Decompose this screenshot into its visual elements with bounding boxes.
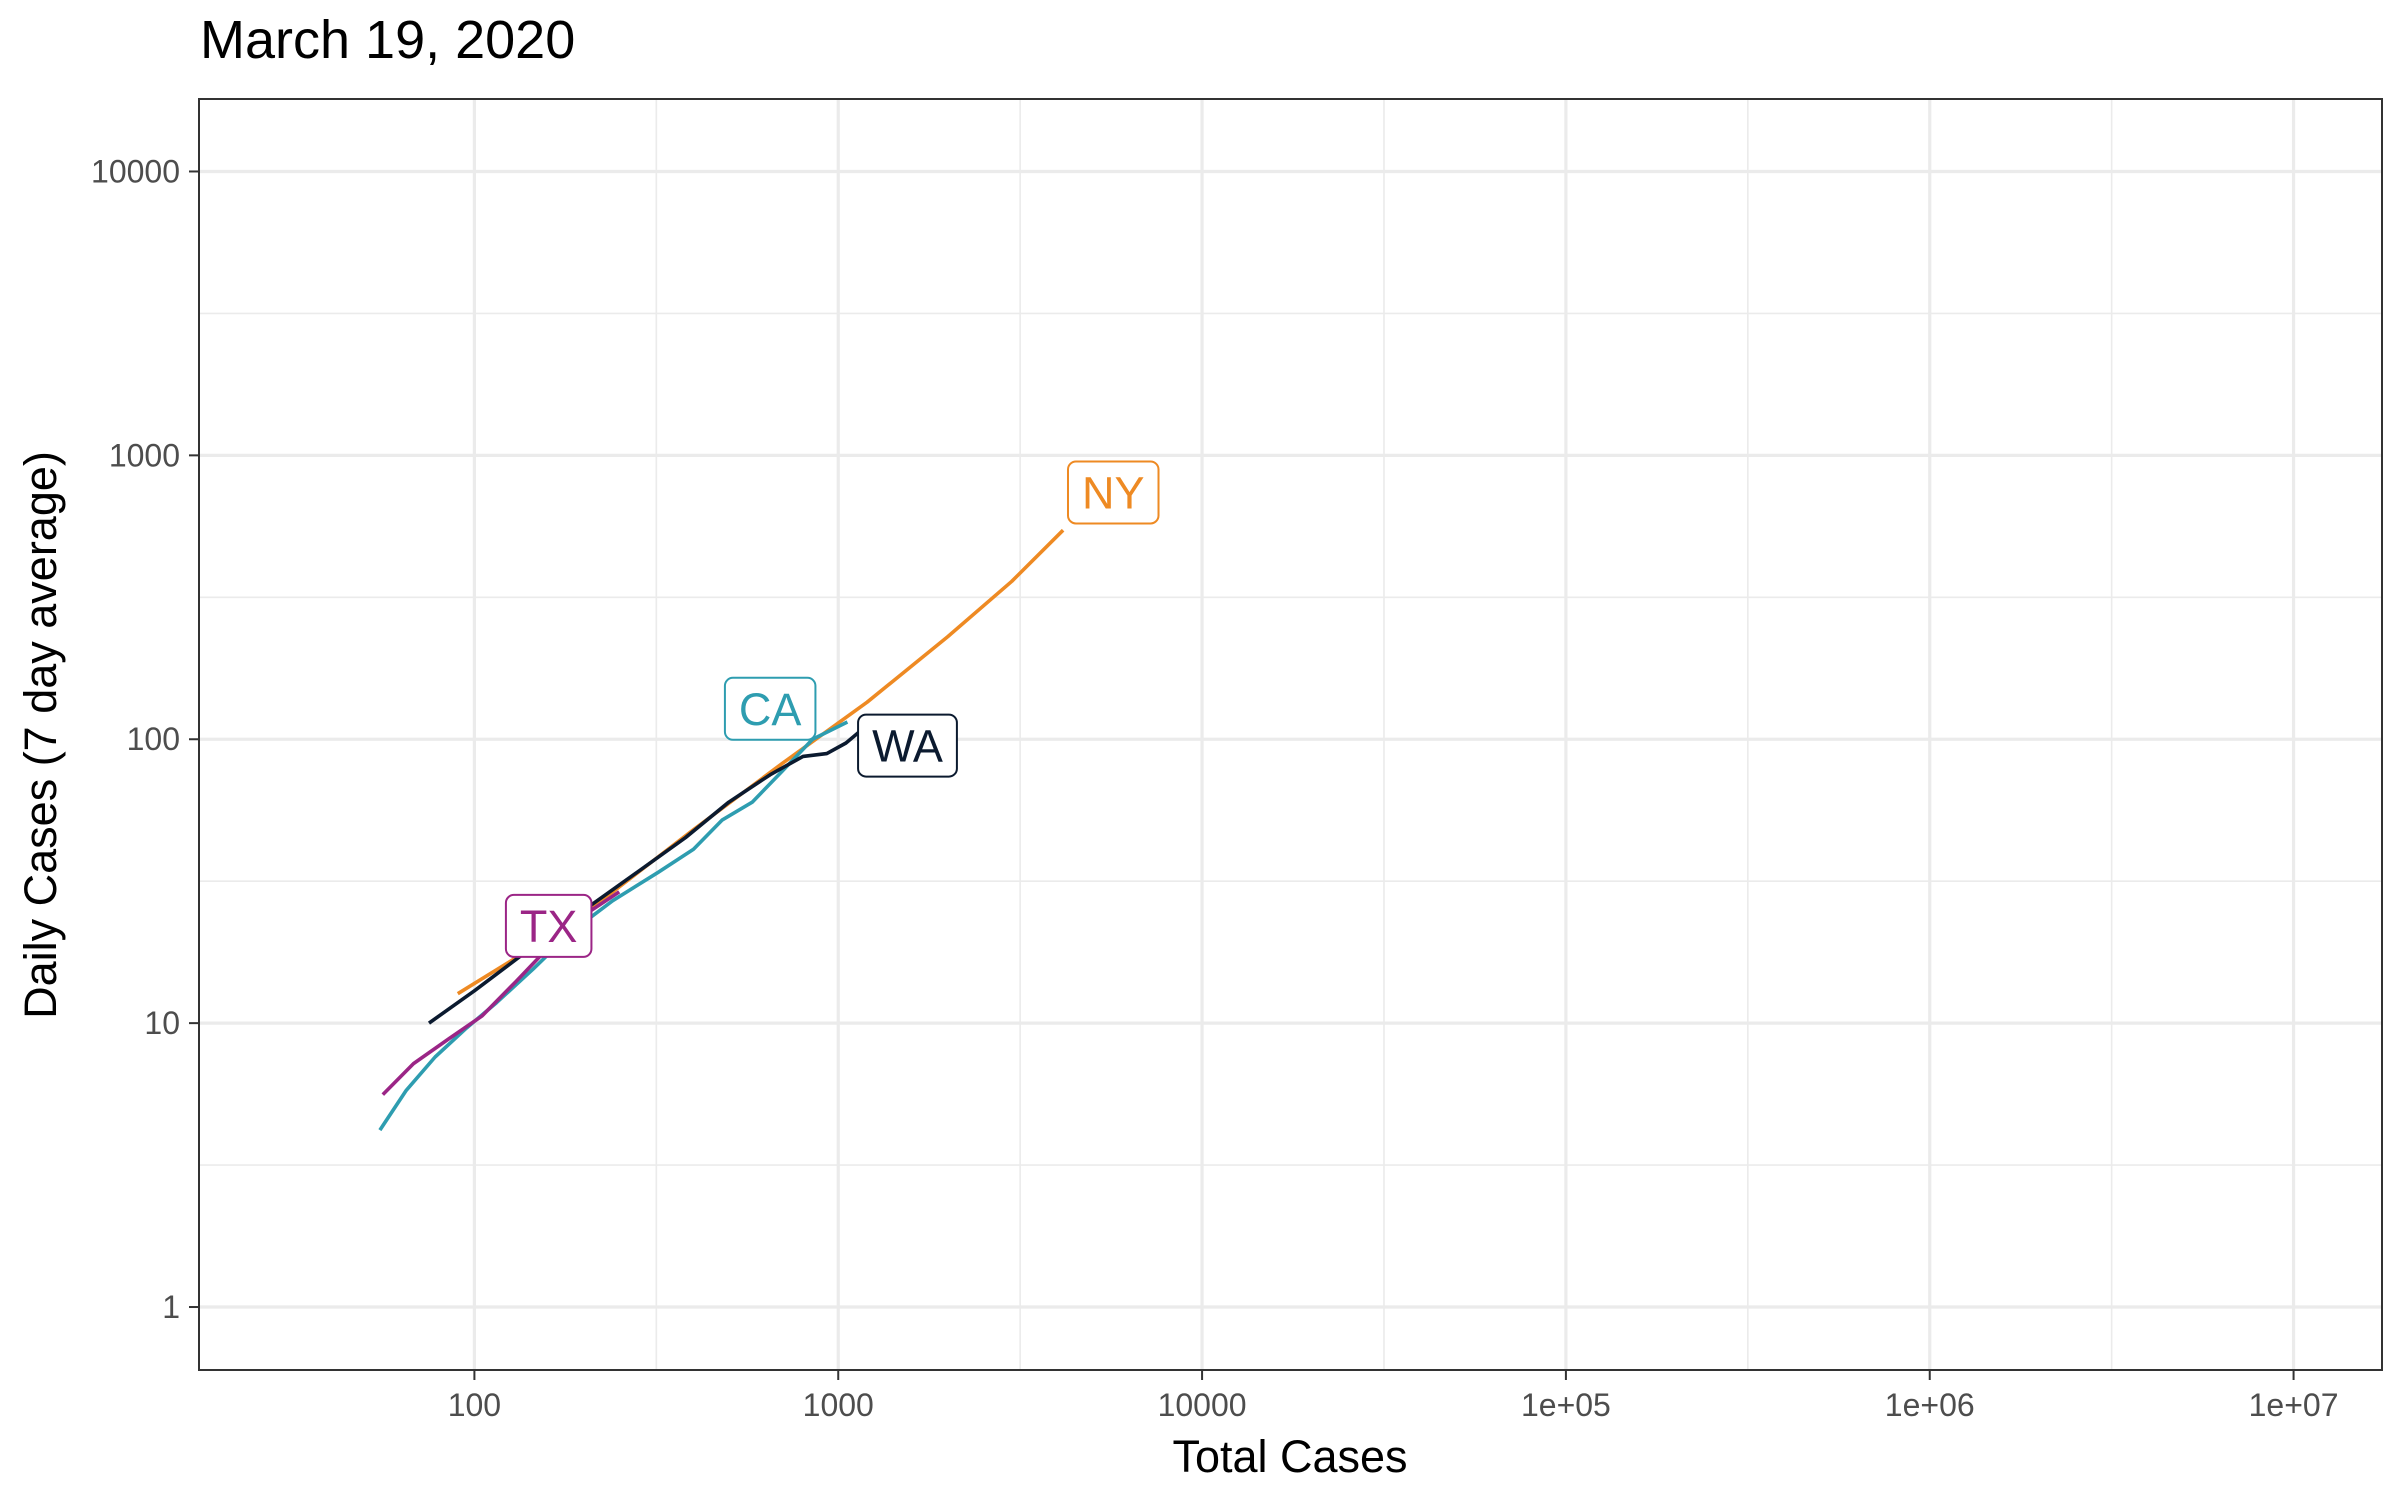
y-tick-label: 100 <box>127 721 180 757</box>
series-line-ca <box>378 720 849 1132</box>
x-tick-label: 1000 <box>803 1387 874 1423</box>
y-tick-label: 10000 <box>91 153 180 189</box>
x-tick-label: 10000 <box>1158 1387 1247 1423</box>
y-tick-label: 10 <box>144 1005 180 1041</box>
series-label-box <box>1066 460 1160 525</box>
series-label-text: NY <box>1082 467 1145 518</box>
series-labels: NY CA WA TX <box>504 460 1160 958</box>
chart-title: March 19, 2020 <box>200 10 575 70</box>
y-axis-title: Daily Cases (7 day average) <box>15 451 66 1019</box>
plot-panel-border <box>198 98 2383 1371</box>
series-label-text: CA <box>739 684 802 735</box>
x-axis-title: Total Cases <box>1172 1431 1407 1482</box>
y-tick-label: 1 <box>162 1289 180 1325</box>
series-label-ny: NY <box>1066 460 1160 525</box>
series-label-ca: CA <box>723 676 817 741</box>
x-tick-label: 100 <box>448 1387 501 1423</box>
series-label-box <box>857 713 958 778</box>
y-tick-label: 1000 <box>109 437 180 473</box>
series-label-tx: TX <box>504 893 593 958</box>
series-label-box <box>504 893 593 958</box>
series-label-text: TX <box>520 901 578 952</box>
series-lines <box>378 528 1065 1132</box>
series-line-wa <box>427 721 871 1025</box>
series-label-box <box>723 676 817 741</box>
x-tick-label: 1e+06 <box>1885 1387 1975 1423</box>
axis-ticks: 100 1000 10000 1e+05 1e+06 1e+07 1 10 100 1000 100… <box>91 153 2338 1423</box>
x-tick-label: 1e+07 <box>2249 1387 2339 1423</box>
gridlines <box>199 99 2382 1370</box>
series-label-wa: WA <box>857 713 958 778</box>
x-tick-label: 1e+05 <box>1521 1387 1611 1423</box>
series-label-text: WA <box>872 721 943 772</box>
